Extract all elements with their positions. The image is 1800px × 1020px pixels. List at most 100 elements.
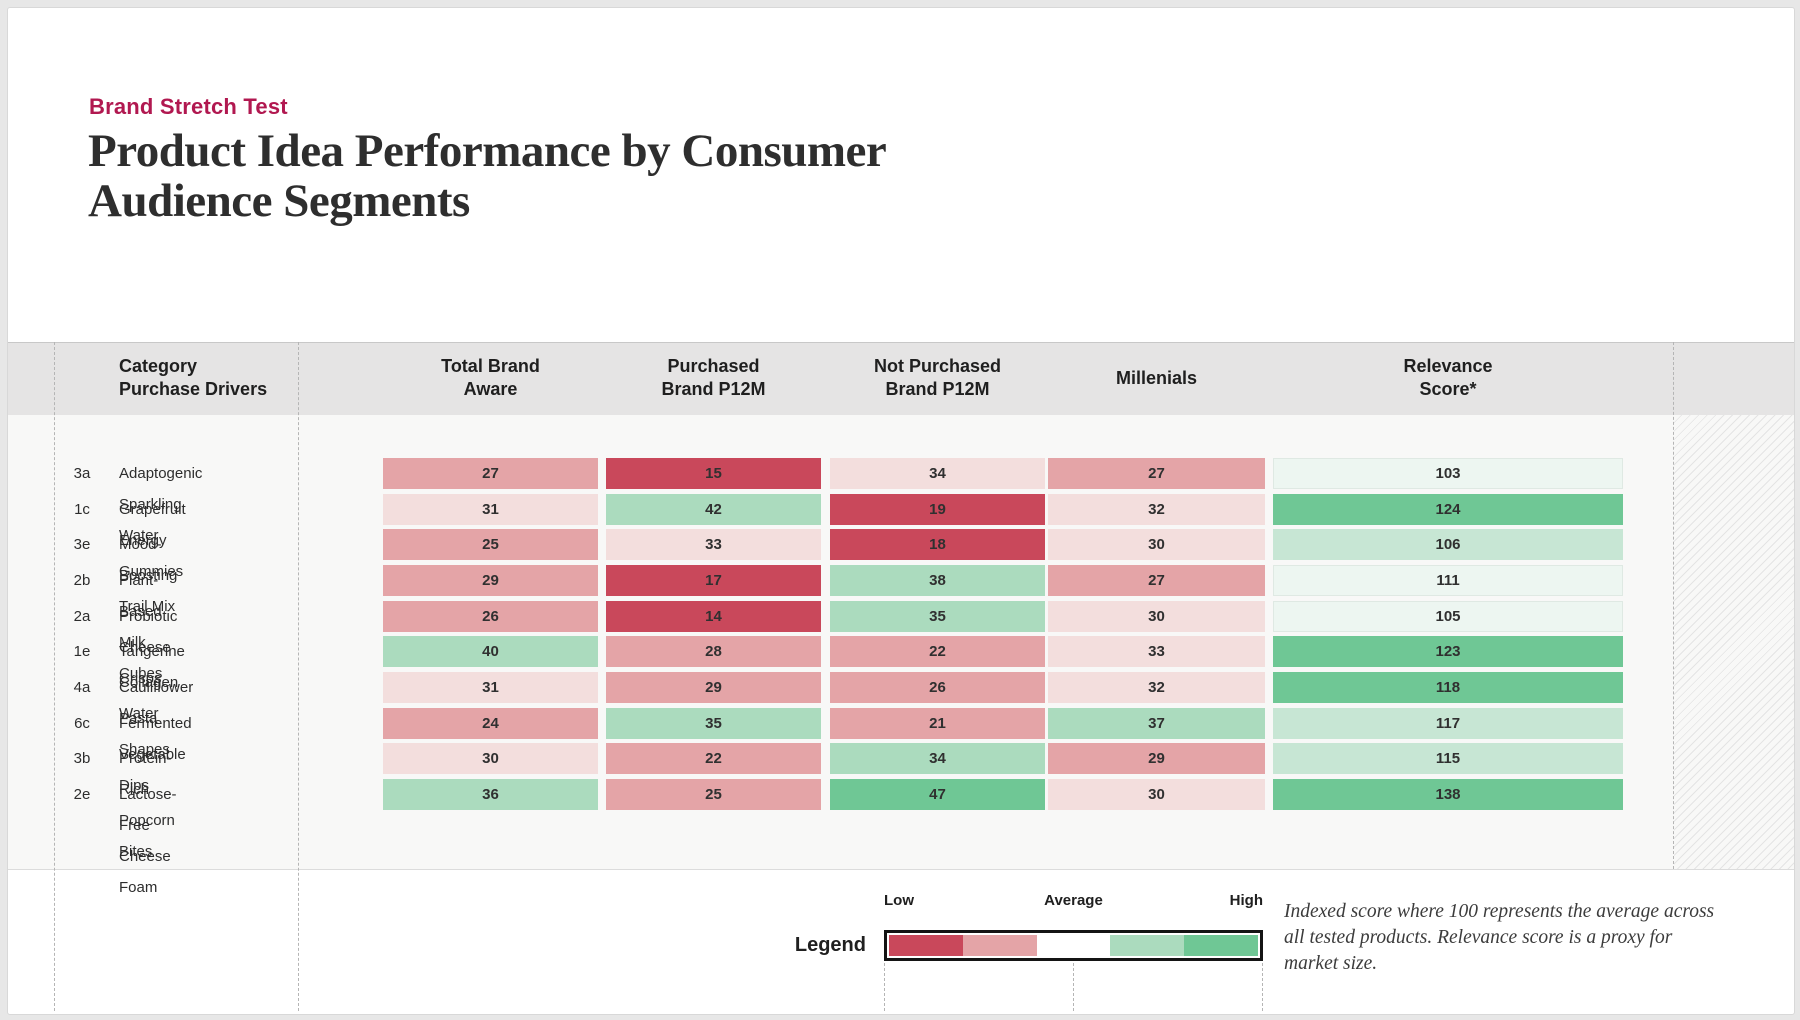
heatmap-cell: 30 <box>1048 529 1265 560</box>
heatmap-cell: 21 <box>830 708 1045 739</box>
report-card: Brand Stretch Test Product Idea Performa… <box>7 7 1795 1015</box>
legend-swatch-pink <box>962 935 1037 956</box>
heatmap-cell: 30 <box>383 743 598 774</box>
row-code: 2a <box>73 608 91 625</box>
heatmap-cell: 14 <box>606 601 821 632</box>
eyebrow-label: Brand Stretch Test <box>89 94 288 119</box>
legend-average-label: Average <box>1044 892 1103 909</box>
row-code: 1e <box>73 643 91 660</box>
row-product-label: Plant-Based Milk Cubes <box>119 572 163 682</box>
heatmap-cell: 24 <box>383 708 598 739</box>
heatmap-cell: 111 <box>1273 565 1623 596</box>
heatmap-cell: 35 <box>830 601 1045 632</box>
row-product-label: Protein-Rich Popcorn Bites <box>119 750 175 860</box>
column-header: Total Brand Aware <box>441 356 540 399</box>
heatmap-cell: 27 <box>1048 565 1265 596</box>
footnote-text: Indexed score where 100 represents the a… <box>1284 901 1715 974</box>
page-title: Product Idea Performance by Consumer Aud… <box>88 125 887 227</box>
legend-swatch-light-green <box>1110 935 1185 956</box>
heatmap-cell: 34 <box>830 458 1045 489</box>
heatmap-cell: 29 <box>1048 743 1265 774</box>
legend-swatch-dark-red <box>889 935 963 956</box>
heatmap-cell: 26 <box>830 672 1045 703</box>
heatmap-cell: 25 <box>606 779 821 810</box>
row-code: 6c <box>74 715 90 732</box>
heatmap-cell: 27 <box>383 458 598 489</box>
legend-title: Legend <box>794 934 866 956</box>
heatmap-cell: 36 <box>383 779 598 810</box>
heatmap-cell: 103 <box>1273 458 1623 489</box>
legend-dashed-tick <box>884 963 885 1011</box>
legend-swatch-white <box>1036 935 1111 956</box>
heatmap-cell: 31 <box>383 672 598 703</box>
row-code: 3e <box>73 536 91 553</box>
row-product-label: Probiotic Cheese Crisps <box>119 608 178 687</box>
hatch-pattern <box>1674 415 1794 869</box>
heatmap-cell: 33 <box>1048 636 1265 667</box>
heatmap-cell: 19 <box>830 494 1045 525</box>
heatmap-cell: 42 <box>606 494 821 525</box>
column-header: Millenials <box>1115 367 1198 388</box>
heatmap-cell: 26 <box>383 601 598 632</box>
row-product-label: Lactose-Free Cheese Foam <box>119 786 177 896</box>
dashed-gridline <box>54 342 55 1011</box>
row-code: 4a <box>73 679 91 696</box>
table-header-band <box>8 342 1794 416</box>
legend-swatch-green <box>1184 935 1258 956</box>
heatmap-cell: 47 <box>830 779 1045 810</box>
heatmap-cell: 115 <box>1273 743 1623 774</box>
table-bottom-rule <box>8 869 1794 870</box>
row-product-label: Cauliflower Pasta Shapes <box>119 679 194 758</box>
heatmap-cell: 124 <box>1273 494 1623 525</box>
row-code: 3b <box>73 750 91 767</box>
heatmap-cell: 30 <box>1048 601 1265 632</box>
column-header: Not Purchased Brand P12M <box>873 356 1002 399</box>
heatmap-cell: 18 <box>830 529 1045 560</box>
heatmap-cell: 138 <box>1273 779 1623 810</box>
heatmap-cell: 15 <box>606 458 821 489</box>
heatmap-cell: 123 <box>1273 636 1623 667</box>
legend-high-label: High <box>1229 892 1263 909</box>
row-code: 2b <box>73 572 91 589</box>
legend-scale <box>884 930 1263 961</box>
heatmap-cell: 30 <box>1048 779 1265 810</box>
dashed-gridline <box>298 342 299 1011</box>
legend-dashed-tick <box>1073 963 1074 1011</box>
dashed-gridline <box>1673 342 1674 869</box>
row-product-label: Tangerine Collagen Water <box>119 643 185 722</box>
heatmap-cell: 27 <box>1048 458 1265 489</box>
heatmap-cell: 28 <box>606 636 821 667</box>
column-header: Relevance Score* <box>1403 356 1493 399</box>
column-header: Purchased Brand P12M <box>661 356 766 399</box>
heatmap-cell: 118 <box>1273 672 1623 703</box>
heatmap-cell: 105 <box>1273 601 1623 632</box>
heatmap-cell: 32 <box>1048 672 1265 703</box>
row-product-label: Mood-Boosting Trail Mix <box>119 536 178 615</box>
heatmap-cell: 106 <box>1273 529 1623 560</box>
row-code: 2e <box>73 786 91 803</box>
heatmap-cell: 31 <box>383 494 598 525</box>
page-title-line1: Product Idea Performance by Consumer <box>88 125 887 177</box>
legend-dashed-tick <box>1262 963 1263 1011</box>
heatmap-cell: 34 <box>830 743 1045 774</box>
row-code: 1c <box>74 501 90 518</box>
heatmap-cell: 29 <box>383 565 598 596</box>
heatmap-cell: 33 <box>606 529 821 560</box>
heatmap-cell: 32 <box>1048 494 1265 525</box>
heatmap-cell: 22 <box>606 743 821 774</box>
heatmap-cell: 117 <box>1273 708 1623 739</box>
row-product-label: Adaptogenic Sparkling Water <box>119 465 203 544</box>
heatmap-cell: 25 <box>383 529 598 560</box>
heatmap-cell: 17 <box>606 565 821 596</box>
heatmap-cell: 35 <box>606 708 821 739</box>
heatmap-cell: 37 <box>1048 708 1265 739</box>
heatmap-cell: 40 <box>383 636 598 667</box>
page-title-line2: Audience Segments <box>88 175 470 227</box>
heatmap-cell: 29 <box>606 672 821 703</box>
row-product-label: Grapefruit Energy Gummies <box>119 501 186 580</box>
row-product-label: Fermented Vegetable Dips <box>119 715 192 794</box>
heatmap-cell: 22 <box>830 636 1045 667</box>
row-code: 3a <box>73 465 91 482</box>
heatmap-cell: 38 <box>830 565 1045 596</box>
